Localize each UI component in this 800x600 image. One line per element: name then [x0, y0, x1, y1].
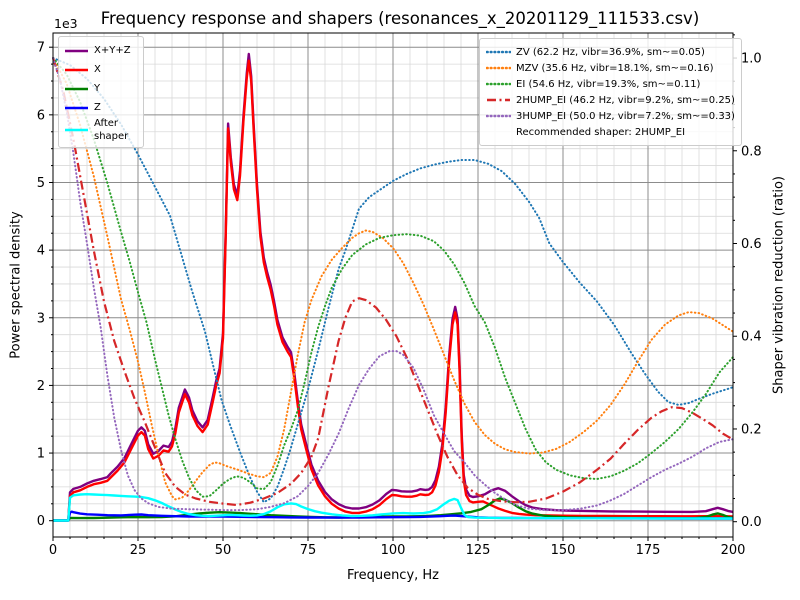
legend-line-sample-icon: [65, 68, 88, 71]
series-2hump-ei: [52, 57, 734, 507]
legend-label: Z: [94, 102, 101, 113]
svg-text:0.6: 0.6: [741, 237, 762, 252]
svg-text:0: 0: [49, 543, 57, 558]
svg-text:50: 50: [215, 543, 232, 558]
svg-text:25: 25: [130, 543, 147, 558]
legend-item: X+Y+Z: [64, 41, 138, 60]
legend-label: X+Y+Z: [94, 45, 131, 56]
legend-psd-series: X+Y+Z X Y Z After shaper: [58, 36, 144, 148]
svg-text:4: 4: [37, 244, 45, 259]
svg-text:6: 6: [37, 108, 45, 123]
svg-text:0.0: 0.0: [741, 515, 762, 530]
y-axis-offset-text: 1e3: [54, 16, 78, 31]
svg-text:5: 5: [37, 176, 45, 191]
svg-text:75: 75: [300, 543, 317, 558]
series-x: [53, 59, 734, 522]
svg-text:0.8: 0.8: [741, 144, 762, 159]
legend-line-sample-icon: [486, 50, 511, 54]
series-3hump-ei: [52, 57, 734, 512]
series-ei: [52, 57, 734, 498]
svg-text:100: 100: [381, 543, 406, 558]
legend-line-sample-icon: [65, 87, 88, 90]
svg-text:200: 200: [721, 543, 746, 558]
y-axis-label-left: Power spectral density: [8, 211, 24, 359]
svg-text:2: 2: [37, 379, 45, 394]
legend-label: ZV (62.2 Hz, vibr=36.9%, sm~=0.05): [516, 46, 705, 58]
legend-label: 3HUMP_EI (50.0 Hz, vibr=7.2%, sm~=0.33): [516, 110, 735, 122]
series-mzv: [52, 57, 734, 501]
legend-item: Z: [64, 98, 138, 117]
legend-item: EI (54.6 Hz, vibr=19.3%, sm~=0.11): [486, 76, 735, 92]
legend-item: After shaper: [64, 117, 138, 143]
svg-text:0: 0: [37, 514, 45, 529]
legend-line-sample-icon: [486, 66, 511, 70]
tick-labels: 0 25 50 75 100 125 150 175 200 0 1 2 3 4 5 6 7 0.0 0.2 0.4 0…: [37, 41, 762, 558]
legend-item: ZV (62.2 Hz, vibr=36.9%, sm~=0.05): [486, 44, 735, 60]
series-zv: [52, 57, 734, 504]
legend-label: X: [94, 64, 101, 75]
legend-item: 2HUMP_EI (46.2 Hz, vibr=9.2%, sm~=0.25): [486, 92, 735, 108]
legend-item: Recommended shaper: 2HUMP_EI: [486, 124, 735, 140]
legend-label: Y: [94, 83, 101, 94]
svg-text:7: 7: [37, 41, 45, 56]
legend-shapers: ZV (62.2 Hz, vibr=36.9%, sm~=0.05) MZV (3…: [479, 38, 742, 146]
svg-text:175: 175: [636, 543, 661, 558]
legend-item: Y: [64, 79, 138, 98]
svg-text:0.4: 0.4: [741, 330, 762, 345]
y-axis-label-right: Shaper vibration reduction (ratio): [771, 176, 787, 394]
legend-item: MZV (35.6 Hz, vibr=18.1%, sm~=0.16): [486, 60, 735, 76]
series-group: [52, 52, 734, 522]
legend-label: EI (54.6 Hz, vibr=19.3%, sm~=0.11): [516, 78, 701, 90]
chart-title: Frequency response and shapers (resonanc…: [100, 9, 700, 28]
legend-line-sample-icon: [65, 49, 88, 52]
legend-line-sample-icon: [486, 114, 511, 118]
series-after-shaper: [53, 493, 733, 522]
svg-text:0.2: 0.2: [741, 422, 762, 437]
legend-label: 2HUMP_EI (46.2 Hz, vibr=9.2%, sm~=0.25): [516, 94, 735, 106]
legend-item: 3HUMP_EI (50.0 Hz, vibr=7.2%, sm~=0.33): [486, 108, 735, 124]
legend-label: Recommended shaper: 2HUMP_EI: [516, 126, 686, 138]
legend-line-sample-icon: [65, 128, 88, 132]
legend-line-sample-icon: [487, 98, 510, 102]
svg-text:125: 125: [466, 543, 491, 558]
ticks: [49, 34, 737, 541]
legend-line-sample-icon: [486, 82, 511, 86]
legend-line-sample-icon: [65, 106, 88, 109]
svg-text:3: 3: [37, 311, 45, 326]
legend-label: After shaper: [94, 118, 129, 142]
legend-label: MZV (35.6 Hz, vibr=18.1%, sm~=0.16): [516, 62, 714, 74]
x-axis-label: Frequency, Hz: [346, 568, 440, 583]
legend-line-sample-icon: [486, 129, 511, 135]
svg-text:1.0: 1.0: [741, 52, 762, 67]
legend-item: X: [64, 60, 138, 79]
svg-text:1: 1: [37, 447, 45, 462]
svg-text:150: 150: [551, 543, 576, 558]
